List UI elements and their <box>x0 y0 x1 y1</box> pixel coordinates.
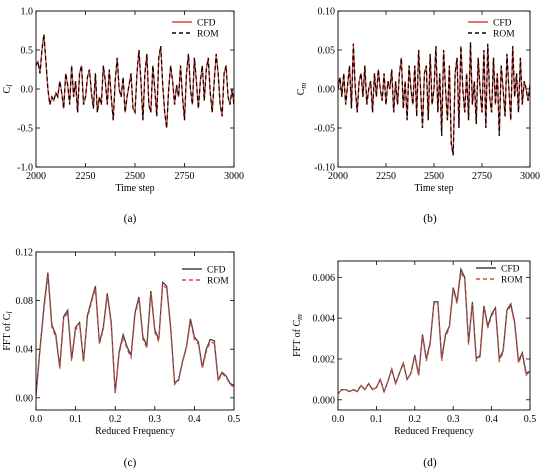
x-tick-label: 0.3 <box>447 414 460 425</box>
series-line-rom <box>36 34 234 129</box>
y-tick-label: 0.006 <box>313 273 336 284</box>
series-line-rom <box>338 42 530 156</box>
series-line-rom <box>36 276 234 396</box>
x-axis-label: Time step <box>414 183 453 194</box>
series-line-cfd <box>36 272 234 396</box>
y-axis-label-main: C <box>296 88 307 95</box>
chart-panel-b: 2000 2250 2500 2750 3000 -0.10 -0.05 0.00 0.05 0.… <box>296 7 540 226</box>
y-tick-label: 0.00 <box>16 393 34 404</box>
x-tick-label: 2000 <box>328 171 348 182</box>
chart-panel-c: 0.0 0.1 0.2 0.3 0.4 0.5 0.00 0.04 0.08 0.12 Reduce… <box>2 248 240 470</box>
y-axis-label-sub: l <box>5 84 14 87</box>
x-tick-label: 3000 <box>520 171 540 182</box>
x-tick-label: 0.1 <box>370 414 383 425</box>
y-axis-label: FFT of Cm <box>292 314 304 357</box>
y-axis-label: Cm <box>296 83 308 96</box>
legend-label: ROM <box>501 276 523 286</box>
x-tick-label: 2250 <box>76 171 96 182</box>
x-tick-label: 0.2 <box>109 414 122 425</box>
y-axis-label-sub: l <box>5 311 14 314</box>
y-tick-label: 1.0 <box>21 7 34 18</box>
x-tick-label: 0.5 <box>228 414 241 425</box>
legend-label: CFD <box>501 265 520 275</box>
y-tick-label: -0.10 <box>314 163 335 174</box>
x-tick-label: 2750 <box>472 171 492 182</box>
series-line-cfd <box>338 266 530 395</box>
x-tick-label: 2500 <box>125 171 145 182</box>
legend-label: ROM <box>493 30 515 40</box>
y-tick-label: 0.000 <box>313 395 336 406</box>
y-tick-label: -1.0 <box>17 163 33 174</box>
x-tick-label: 3000 <box>224 171 244 182</box>
y-tick-label: -0.5 <box>17 124 33 135</box>
x-tick-label: 0.1 <box>69 414 82 425</box>
x-tick-label: 2000 <box>26 171 46 182</box>
legend-label: CFD <box>197 19 216 29</box>
y-axis-label-sub: m <box>295 314 304 320</box>
y-tick-label: 0.08 <box>16 296 34 307</box>
x-tick-label: 0.4 <box>188 414 201 425</box>
y-axis-label: Cl <box>2 84 14 94</box>
y-axis-label-sub: m <box>299 83 308 89</box>
panel-caption: (a) <box>124 213 137 225</box>
y-tick-label: -0.05 <box>314 124 335 135</box>
x-tick-label: 0.0 <box>332 414 345 425</box>
chart-panel-d: 0.0 0.1 0.2 0.3 0.4 0.5 0.000 0.002 0.004 0.006 Re… <box>292 260 537 469</box>
y-tick-label: 0.0 <box>21 85 34 96</box>
y-tick-label: 0.004 <box>313 314 336 325</box>
y-axis-label-main: FFT of C <box>292 320 303 357</box>
series-line-cfd <box>36 34 234 129</box>
chart-panel-a: 2000 2250 2500 2750 3000 -1.0 -0.5 0.0 0.5 1.0 Tim… <box>2 7 244 226</box>
y-tick-label: 0.05 <box>318 46 336 57</box>
plot-frame <box>337 260 531 411</box>
y-axis-label-main: FFT of C <box>2 313 13 350</box>
x-axis-label: Reduced Frequency <box>95 426 175 437</box>
x-tick-label: 0.3 <box>149 414 162 425</box>
x-tick-label: 0.2 <box>409 414 422 425</box>
y-tick-label: 0.5 <box>21 46 34 57</box>
y-tick-label: 0.00 <box>318 85 336 96</box>
x-tick-label: 2250 <box>376 171 396 182</box>
x-tick-label: 2500 <box>424 171 444 182</box>
x-tick-label: 0.5 <box>524 414 537 425</box>
legend-label: CFD <box>493 19 512 29</box>
legend-label: CFD <box>207 266 226 276</box>
x-axis-label: Reduced Frequency <box>394 426 474 437</box>
series-line-rom <box>338 271 530 395</box>
panel-caption: (c) <box>124 457 137 469</box>
y-tick-label: 0.002 <box>313 354 336 365</box>
legend-label: ROM <box>197 30 219 40</box>
y-tick-label: 0.10 <box>318 7 336 18</box>
x-axis-label: Time step <box>115 183 154 194</box>
plot-frame <box>35 251 235 411</box>
x-tick-label: 0.4 <box>485 414 498 425</box>
panel-caption: (d) <box>423 457 437 469</box>
legend-label: ROM <box>207 277 229 287</box>
x-tick-label: 0.0 <box>30 414 43 425</box>
panel-caption: (b) <box>423 213 437 225</box>
y-tick-label: 0.04 <box>16 345 34 356</box>
y-axis-label-main: C <box>2 86 13 93</box>
x-tick-label: 2750 <box>175 171 195 182</box>
y-tick-label: 0.12 <box>16 248 34 259</box>
y-axis-label: FFT of Cl <box>2 311 14 351</box>
